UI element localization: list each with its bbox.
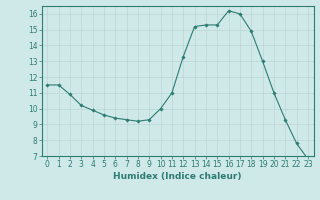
X-axis label: Humidex (Indice chaleur): Humidex (Indice chaleur): [113, 172, 242, 181]
